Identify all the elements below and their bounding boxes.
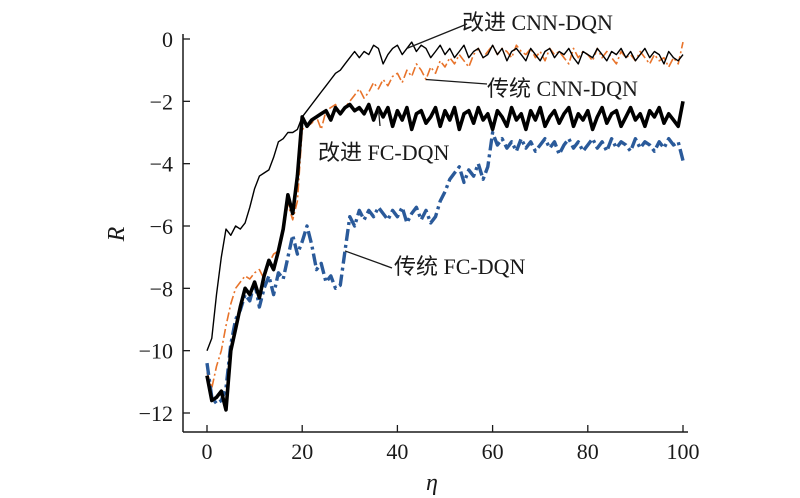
x-tick-label: 20: [291, 439, 313, 464]
series-line-4: [205, 130, 685, 406]
series-line-3: [205, 100, 685, 412]
axes: [182, 34, 688, 433]
y-tick-label: 0: [162, 27, 173, 52]
y-tick-label: −6: [150, 214, 173, 239]
x-tick-label: 60: [482, 439, 504, 464]
x-tick-label: 80: [577, 439, 599, 464]
y-tick-label: −8: [150, 276, 173, 301]
x-tick-label: 0: [202, 439, 213, 464]
annotation-leader: [377, 107, 381, 127]
y-axis-title: R: [104, 226, 130, 242]
annotation-label: 传统 CNN-DQN: [487, 76, 638, 101]
x-tick-label: 40: [386, 439, 408, 464]
annotation-leader: [406, 23, 468, 49]
annotation-label: 改进 FC-DQN: [318, 140, 450, 165]
y-tick-label: −12: [139, 401, 173, 426]
y-tick-label: −4: [150, 152, 173, 177]
annotation-leader: [344, 250, 393, 269]
annotation-label: 传统 FC-DQN: [394, 254, 526, 279]
annotations: 改进 CNN-DQN 传统 CNN-DQN 改进 FC-DQN 传统 FC-DQN: [318, 10, 638, 279]
series-line-1: [206, 41, 684, 351]
x-tick-label: 100: [667, 439, 700, 464]
annotation-label: 改进 CNN-DQN: [462, 10, 613, 35]
x-axis-title: η: [426, 470, 438, 496]
y-tick-label: −2: [150, 89, 173, 114]
annotation-leader: [425, 78, 488, 85]
y-tick-label: −10: [139, 339, 173, 364]
series-layer: [205, 41, 685, 412]
ticks: 0 20 40 60 80 100 0 −2 −4 −6 −8 −10 −12: [139, 27, 700, 464]
